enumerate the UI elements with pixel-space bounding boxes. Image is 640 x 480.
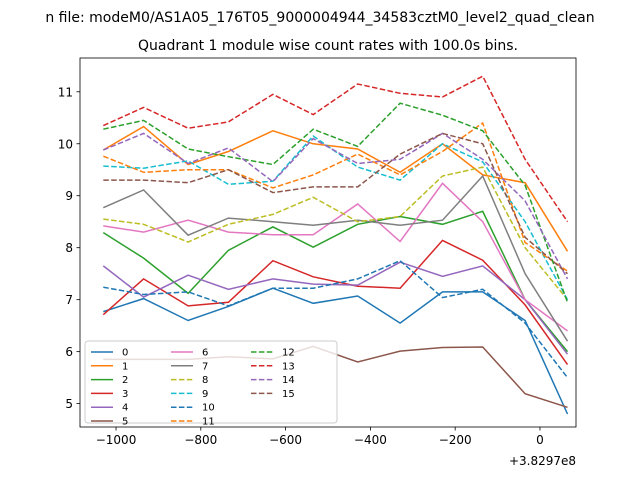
legend-label-1: 1 [122,361,128,372]
x-offset-label: +3.8297e8 [509,454,576,468]
y-tick-label: 6 [65,345,73,359]
legend-label-15: 15 [282,389,295,400]
series-line-7 [102,174,569,342]
series-line-14 [103,132,569,280]
legend-label-4: 4 [122,403,128,414]
y-tick-label: 9 [65,189,73,203]
series-line-4 [102,261,569,355]
legend-label-14: 14 [282,375,295,386]
series-line-0 [103,287,569,415]
legend-label-12: 12 [282,348,295,359]
series-line-2 [102,210,569,353]
legend-label-8: 8 [202,375,208,386]
legend-label-6: 6 [202,348,208,359]
legend-label-10: 10 [202,403,215,414]
legend-label-11: 11 [202,417,215,428]
y-tick-label: 5 [65,397,73,411]
y-tick-label: 11 [58,85,73,99]
legend-label-9: 9 [202,389,208,400]
x-tick-label: −1000 [96,433,137,447]
x-tick-label: −200 [439,433,472,447]
legend-label-0: 0 [122,348,128,359]
series-line-3 [102,239,569,366]
series-line-11 [103,121,568,272]
y-tick-label: 7 [65,293,73,307]
legend-label-5: 5 [122,417,128,428]
y-tick-label: 8 [65,241,73,255]
series-line-15 [103,132,568,275]
series-line-6 [103,182,568,332]
series-line-10 [103,259,569,379]
legend-label-2: 2 [122,375,128,386]
legend-box [84,340,338,424]
x-tick-label: −800 [184,433,217,447]
legend-label-3: 3 [122,389,128,400]
x-tick-label: 0 [536,433,544,447]
legend-label-7: 7 [202,361,208,372]
legend-label-13: 13 [282,361,295,372]
figure-suptitle: n file: modeM0/AS1A05_176T05_9000004944_… [45,10,594,26]
x-tick-label: −400 [354,433,387,447]
x-tick-label: −600 [269,433,302,447]
series-line-8 [103,166,569,301]
axes-frame [79,57,577,428]
y-tick-label: 10 [58,137,73,151]
chart-title: Quadrant 1 module wise count rates with … [138,38,518,54]
plot-area: −1000 −800 −600 −400 −200 0567891011012345678… [58,57,577,447]
series-line-12 [103,102,569,303]
